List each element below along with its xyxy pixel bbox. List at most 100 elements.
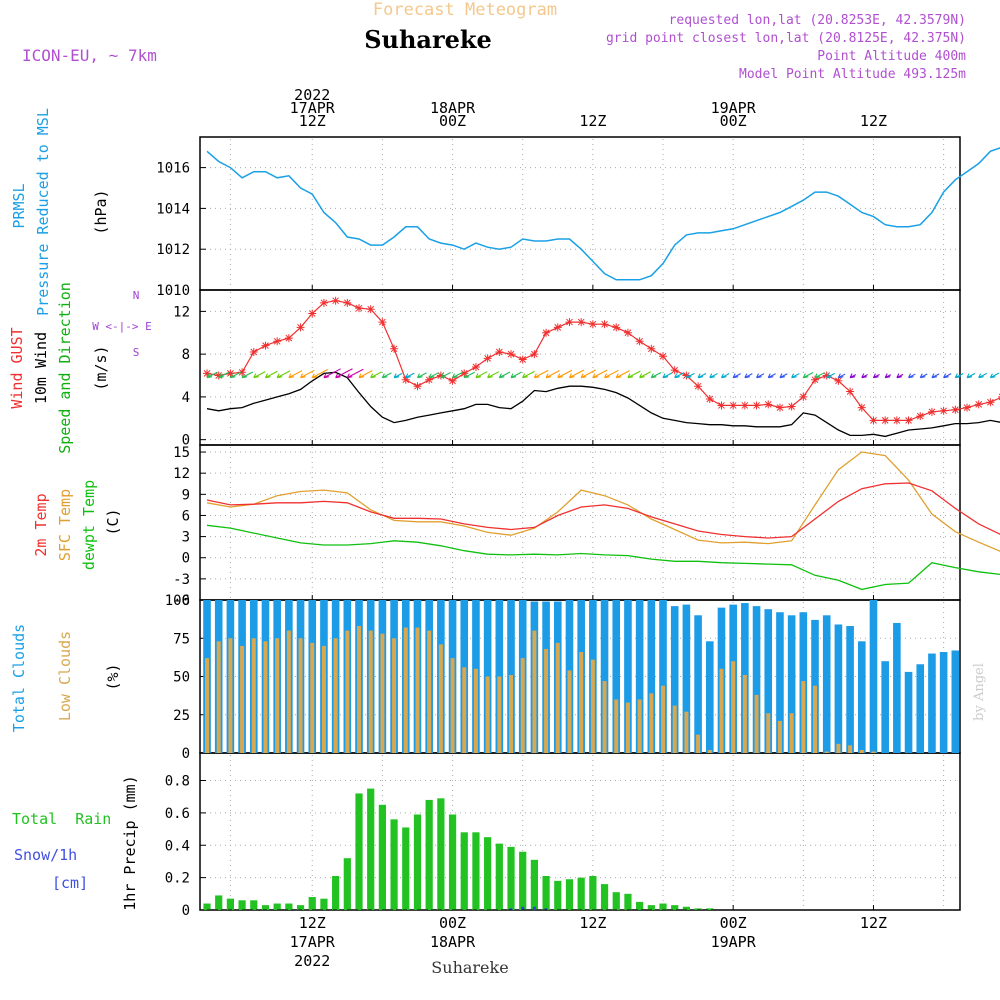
rain-bar (682, 906, 690, 910)
gust-marker (319, 298, 328, 307)
low-cloud-bar (719, 668, 724, 753)
gust-marker (787, 402, 796, 411)
low-cloud-bar (579, 652, 584, 753)
wind-arrow (896, 373, 904, 379)
low-cloud-bar (742, 674, 747, 753)
wind-arrow (685, 372, 695, 379)
time-label-bottom: 2022 (294, 952, 330, 970)
low-cloud-bar (672, 705, 677, 753)
pressure-unit-label: (hPa) (92, 189, 110, 234)
rain-bar (565, 879, 574, 910)
time-label-top: 12Z (860, 112, 887, 130)
y-tick-label: -3 (173, 572, 190, 588)
wind-arrow (604, 369, 619, 379)
total-cloud-bar (857, 641, 866, 753)
low-cloud-bar (345, 630, 350, 753)
gust-marker (249, 348, 258, 356)
time-label-bottom: 00Z (720, 914, 747, 932)
gust-marker (273, 337, 282, 346)
rain-bar (448, 814, 457, 910)
wind-arrow (814, 372, 825, 379)
low-cloud-bar (836, 743, 841, 753)
gust-marker (553, 323, 562, 332)
sfc-temp-label: SFC Temp (56, 489, 74, 561)
wind-arrow (264, 370, 278, 379)
wind-arrow (943, 373, 952, 379)
point-altitude: Point Altitude 400m (817, 49, 966, 64)
low-cloud-bar (251, 638, 256, 753)
wind-arrow (206, 371, 218, 379)
low-cloud-bar (871, 751, 876, 753)
gust-marker (238, 368, 247, 377)
gust-marker (916, 412, 925, 421)
wind-arrow (300, 369, 315, 379)
wind-arrow (849, 373, 857, 379)
total-cloud-bar (682, 604, 691, 753)
rain-bar (261, 905, 270, 910)
gust-marker (869, 416, 878, 425)
model-label: ICON-EU, ~ 7km (22, 46, 157, 65)
wind-arrow (428, 372, 439, 379)
low-cloud-bar (661, 685, 666, 753)
wind-arrow (229, 371, 242, 379)
gust-marker (577, 318, 586, 327)
y-tick-label: 100 (165, 593, 190, 609)
gust-marker (927, 407, 936, 416)
wind-arrow (884, 373, 892, 379)
gust-marker (413, 382, 422, 391)
low-cloud-bar (590, 659, 595, 753)
time-label-top: 12Z (299, 112, 326, 130)
rain-bar (659, 903, 667, 910)
low-cloud-bar (649, 693, 654, 753)
wind-arrow (440, 371, 451, 379)
rain-bar (671, 905, 679, 910)
pressure-desc-label: Pressure Reduced to MSL (34, 108, 52, 316)
rain-bar (238, 900, 246, 910)
gust-marker (296, 323, 305, 332)
rain-bar (226, 898, 234, 910)
y-tick-label: 6 (182, 508, 190, 524)
panel-frame (199, 444, 961, 601)
rain-bar (484, 837, 492, 910)
low-cloud-bar (614, 699, 619, 753)
gust-marker (764, 400, 773, 409)
footer-location: Suhareke (431, 958, 508, 977)
panel-frame (199, 136, 961, 291)
gust-marker (226, 369, 235, 378)
gust-marker (740, 401, 749, 410)
gust-marker (483, 354, 492, 363)
low-cloud-bar (754, 694, 759, 753)
low-cloud-bar (380, 633, 385, 753)
gust-marker (261, 341, 270, 350)
wind-arrow (720, 373, 730, 379)
gridpoint-coords: grid point closest lon,lat (20.8125E, 42… (606, 31, 966, 46)
wind-arrow (861, 373, 868, 379)
rain-bar (425, 799, 433, 910)
y-tick-label: 1012 (156, 242, 190, 258)
rain-bar (519, 851, 527, 910)
total-cloud-label: Total Clouds (10, 624, 28, 732)
gust-marker (904, 416, 913, 425)
rain-bar (308, 897, 316, 910)
rain-bar (542, 876, 550, 910)
gust-marker (471, 362, 480, 371)
wind-arrow (335, 368, 353, 379)
total-cloud-bar (916, 664, 925, 753)
wind-arrow (358, 370, 373, 379)
gust-marker (378, 318, 387, 327)
gust-marker (460, 369, 469, 378)
y-tick-label: 0.4 (165, 838, 190, 854)
wind-arrow (650, 371, 662, 379)
gust-marker (401, 375, 410, 384)
compass-north-label: N (133, 289, 140, 302)
gust-marker (752, 401, 761, 410)
gust-marker (951, 405, 960, 414)
rain-bar (343, 858, 351, 910)
y-tick-label: 3 (182, 530, 190, 546)
y-tick-label: 50 (173, 670, 190, 686)
time-label-top: 2022 (294, 86, 330, 104)
gust-line (206, 300, 1000, 421)
gust-marker (366, 305, 375, 314)
total-cloud-bar (939, 652, 948, 753)
